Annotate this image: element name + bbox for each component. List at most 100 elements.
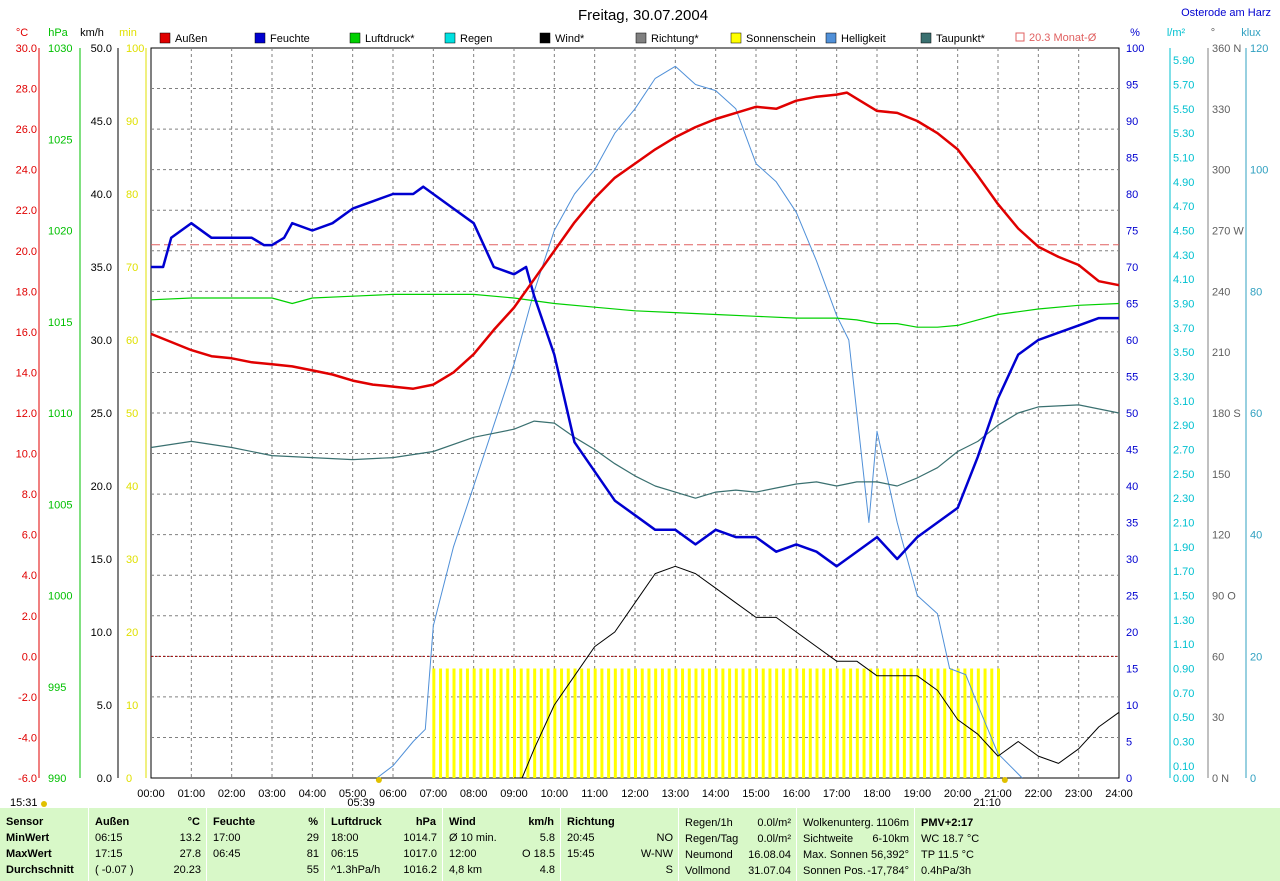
sunshine-bar — [513, 668, 516, 778]
sunshine-bar — [976, 668, 980, 778]
time-tick-label: 17:00 — [823, 788, 851, 800]
sunshine-bar — [761, 668, 765, 778]
series-line-luftdruck — [150, 293, 1120, 328]
footer-feuchte-unit: % — [308, 816, 318, 828]
rain-tick-label: 2.30 — [1173, 493, 1194, 505]
time-tick-label: 05:00 — [339, 788, 367, 800]
sunset-marker — [1001, 777, 1008, 783]
footer-luftdruck-unit: hPa — [415, 816, 436, 828]
sunshine-bar — [916, 668, 920, 778]
temp-tick-label: 22.0 — [16, 205, 37, 217]
sunshine-bar — [667, 668, 671, 778]
sunshine-bar — [815, 668, 819, 778]
rain-tick-label: 2.70 — [1173, 445, 1194, 457]
footer-wolken-row: Sonnen Pos. -17,784° — [797, 864, 915, 879]
sun-marker-left — [41, 801, 47, 807]
footer-value: 1017.0 — [403, 848, 437, 860]
footer-value: S — [665, 864, 673, 876]
footer-time: 06:15 — [95, 832, 123, 844]
time-tick-label: 23:00 — [1065, 788, 1093, 800]
sunshine-bar — [855, 668, 859, 778]
sunshine-bar — [553, 668, 557, 778]
axis-unit-label: l/m² — [1167, 27, 1186, 39]
time-tick-label: 14:00 — [702, 788, 730, 800]
footer-row-label: MaxWert — [6, 848, 52, 860]
footer-luftdruck-min: 18:00 1014.7 — [325, 831, 443, 846]
legend-swatch — [1015, 32, 1025, 42]
sunshine-bar — [748, 668, 752, 778]
location-label: Osterode am Harz — [1181, 7, 1271, 19]
sunshine-bar — [539, 668, 543, 778]
sunshine-bar — [842, 668, 846, 778]
time-tick-label: 01:00 — [178, 788, 206, 800]
legend-label: Richtung* — [651, 33, 699, 45]
sunshine-bar — [889, 668, 893, 778]
sunshine-bar — [775, 668, 779, 778]
temp-tick-label: 26.0 — [16, 124, 37, 136]
sunshine-bar — [896, 668, 900, 778]
rain-tick-label: 5.70 — [1173, 80, 1194, 92]
direction-tick-label: 60 — [1212, 651, 1224, 663]
sunshine-bar — [566, 668, 570, 778]
footer-luftdruck-max: 06:15 1017.0 — [325, 847, 443, 862]
footer-value: 56,392° — [870, 849, 909, 861]
direction-tick-label: 30 — [1212, 712, 1224, 724]
temp-tick-label: -4.0 — [18, 732, 37, 744]
rain-tick-label: 0.70 — [1173, 688, 1194, 700]
temp-tick-label: 24.0 — [16, 165, 37, 177]
rain-tick-label: 2.90 — [1173, 420, 1194, 432]
legend: Außen Feuchte Luftdruck* Regen Wind* Richtung… — [159, 32, 1097, 45]
humidity-tick-label: 20 — [1126, 627, 1138, 639]
axis-unit-label: °C — [16, 27, 28, 39]
footer-time: 06:45 — [213, 848, 241, 860]
sunshine-bar — [560, 668, 564, 778]
legend-swatch — [635, 32, 647, 44]
sunshine-bar — [990, 668, 994, 778]
footer-label: Vollmond — [685, 865, 731, 877]
sunshine-bar — [613, 668, 617, 778]
hpa-tick-label: 1030 — [48, 43, 72, 55]
temp-tick-label: 16.0 — [16, 327, 37, 339]
footer-value: 20.23 — [173, 864, 201, 876]
humidity-tick-label: 90 — [1126, 116, 1138, 128]
footer-pmv: PMV+2:17 — [921, 817, 974, 829]
footer-value: 0.0l/m² — [757, 817, 791, 829]
sunshine-bar — [741, 668, 745, 778]
axis-units: °C hPa km/h min% l/m² ° klux — [16, 27, 1261, 39]
rain-tick-label: 1.10 — [1173, 639, 1194, 651]
rain-tick-label: 0.50 — [1173, 712, 1194, 724]
direction-tick-label: 270 W — [1212, 226, 1244, 238]
sunshine-bar — [660, 668, 664, 778]
footer-richtung-min: 20:45 NO — [561, 831, 679, 846]
temp-tick-label: 28.0 — [16, 84, 37, 96]
humidity-tick-label: 60 — [1126, 335, 1138, 347]
temp-tick-label: 30.0 — [16, 43, 37, 55]
legend-swatch — [539, 32, 551, 44]
footer-feuchte-title: Feuchte — [213, 816, 256, 828]
sunshine-bar — [963, 668, 967, 778]
sunshine-bar — [949, 668, 953, 778]
footer-wolken-row: Sichtweite 6-10km — [797, 832, 915, 847]
sunshine-bar — [997, 668, 1000, 778]
direction-tick-label: 150 — [1212, 469, 1230, 481]
temp-tick-label: 12.0 — [16, 408, 37, 420]
humidity-tick-label: 100 — [1126, 43, 1144, 55]
footer-wind-avg: 4,8 km 4.8 — [443, 863, 561, 878]
sunshine-bar — [479, 668, 483, 778]
wind-tick-label: 50.0 — [91, 43, 112, 55]
footer-label: Sichtweite — [803, 833, 854, 845]
rain-tick-label: 4.30 — [1173, 250, 1194, 262]
temp-tick-label: 6.0 — [22, 530, 37, 542]
footer-value: 1014.7 — [403, 832, 437, 844]
min-tick-label: 70 — [126, 262, 138, 274]
rain-tick-label: 3.10 — [1173, 396, 1194, 408]
footer-richtung-avg: S — [561, 863, 679, 878]
direction-tick-label: 360 N — [1212, 43, 1241, 55]
rain-tick-label: 1.90 — [1173, 542, 1194, 554]
footer-time: 15:45 — [567, 848, 595, 860]
time-tick-label: 21:00 — [984, 788, 1012, 800]
temp-tick-label: 0.0 — [22, 651, 37, 663]
footer-value: 1016.2 — [403, 864, 437, 876]
axis-unit-label: min — [119, 27, 137, 39]
direction-tick-label: 300 — [1212, 165, 1230, 177]
